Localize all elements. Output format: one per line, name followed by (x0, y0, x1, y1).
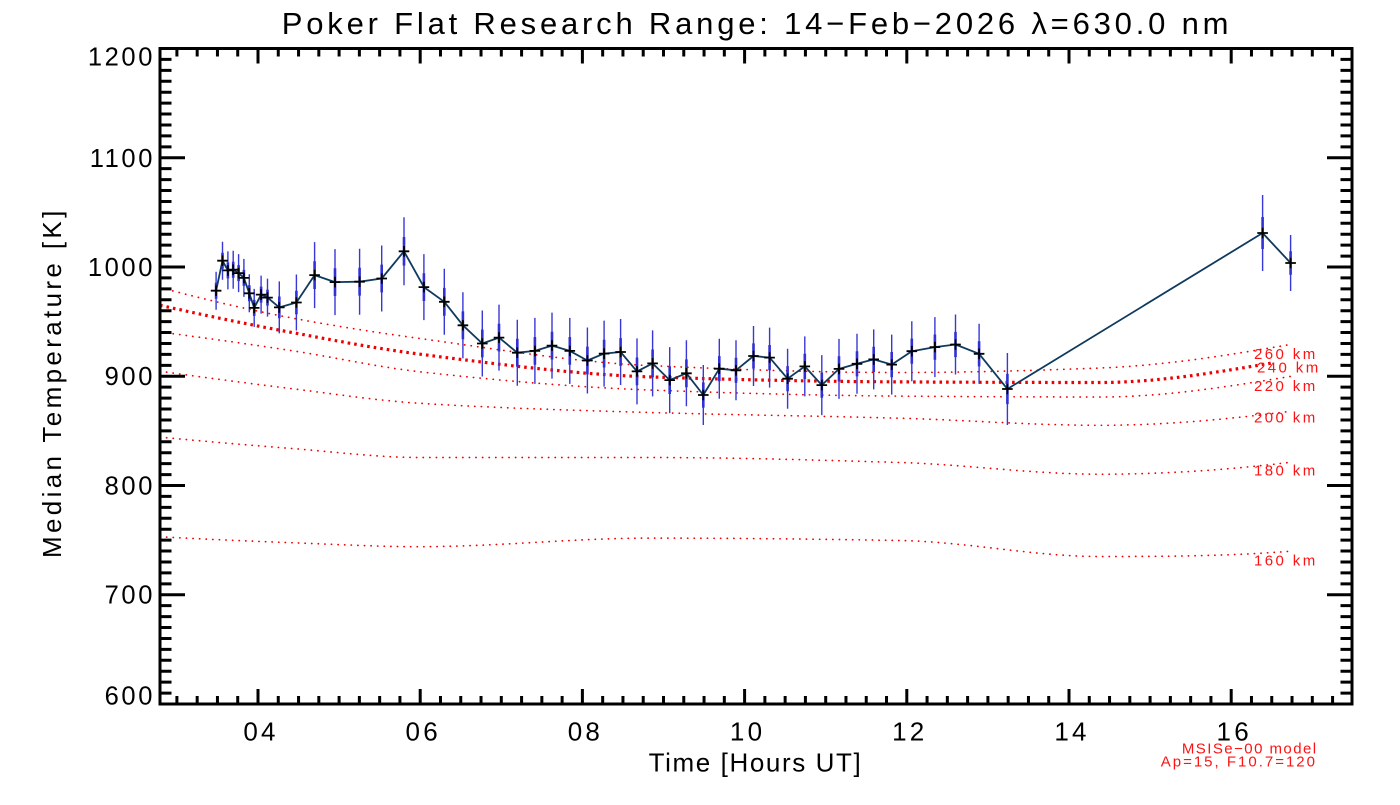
svg-text:04: 04 (243, 717, 278, 747)
svg-text:06: 06 (406, 717, 441, 747)
svg-text:12: 12 (892, 717, 927, 747)
svg-text:800: 800 (105, 472, 155, 500)
svg-text:1200: 1200 (88, 44, 155, 72)
svg-text:08: 08 (568, 717, 603, 747)
svg-text:200 km: 200 km (1254, 410, 1318, 427)
svg-text:14: 14 (1054, 717, 1089, 747)
svg-text:16: 16 (1217, 717, 1252, 747)
svg-text:1000: 1000 (88, 254, 155, 282)
svg-text:700: 700 (105, 582, 155, 610)
svg-text:10: 10 (730, 717, 765, 747)
svg-text:180 km: 180 km (1254, 463, 1318, 480)
svg-text:240 km: 240 km (1257, 359, 1321, 376)
svg-text:260 km: 260 km (1254, 346, 1318, 363)
svg-text:600: 600 (105, 682, 155, 710)
svg-text:MSISe−00 model: MSISe−00 model (1182, 741, 1318, 758)
svg-text:900: 900 (105, 363, 155, 391)
svg-text:220 km: 220 km (1254, 378, 1318, 395)
svg-text:1100: 1100 (90, 145, 155, 173)
svg-text:160 km: 160 km (1254, 553, 1318, 570)
svg-text:Ap=15, F10.7=120: Ap=15, F10.7=120 (1161, 754, 1317, 771)
svg-text:Poker Flat Research Range: 14−: Poker Flat Research Range: 14−Feb−2026 λ… (282, 6, 1232, 41)
svg-text:Time [Hours UT]: Time [Hours UT] (649, 748, 863, 778)
svg-text:Median Temperature [K]: Median Temperature [K] (37, 207, 67, 558)
